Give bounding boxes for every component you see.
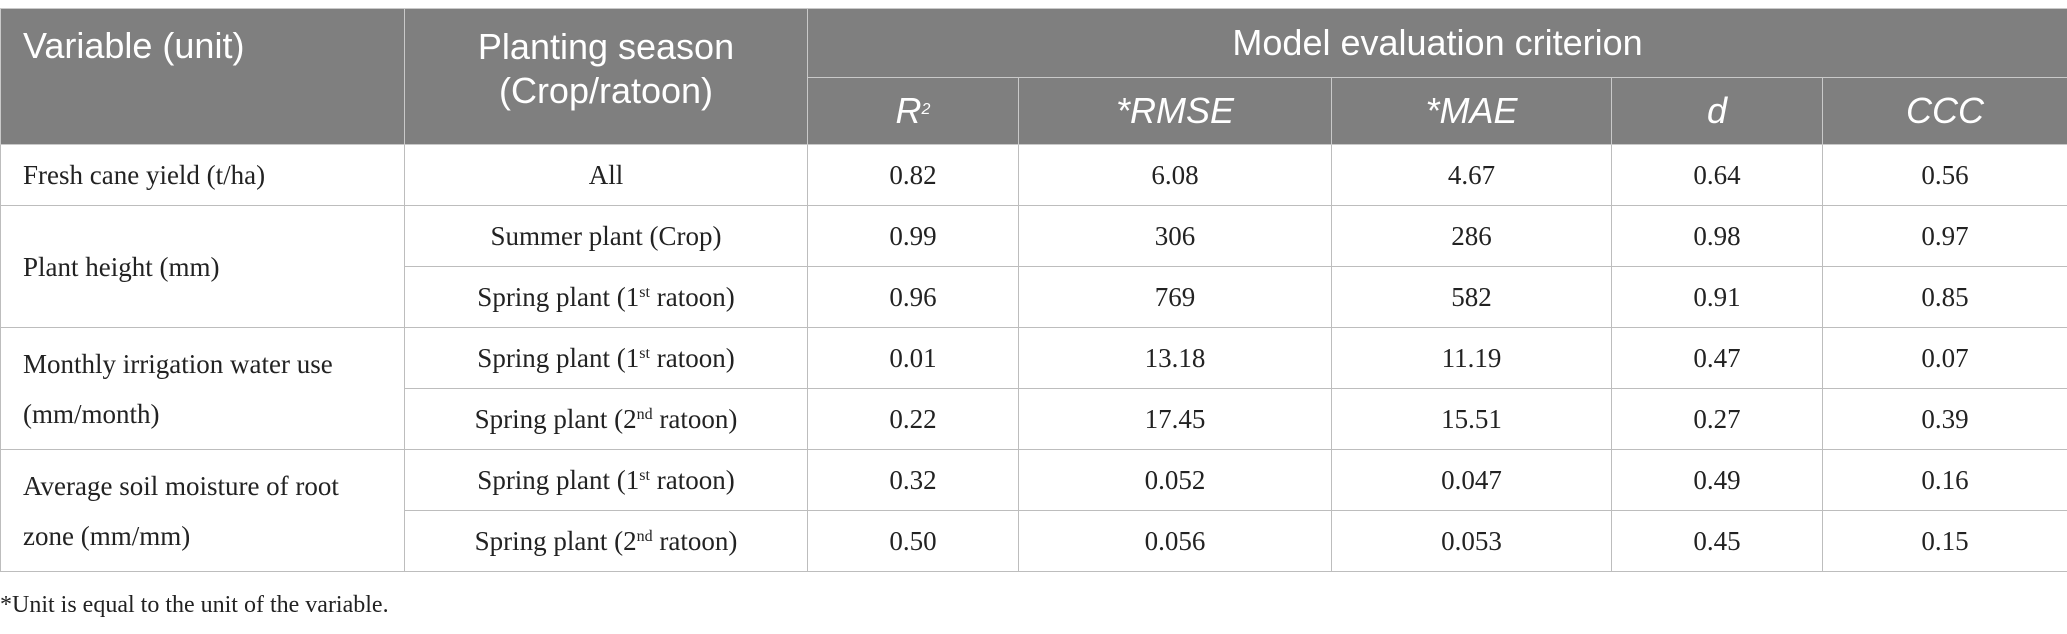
- header-d: d: [1611, 77, 1823, 145]
- rmse-cell: 0.052: [1018, 449, 1332, 511]
- r2-cell: 0.96: [807, 266, 1019, 328]
- rmse-cell: 306: [1018, 205, 1332, 267]
- header-ccc: CCC: [1821, 77, 2067, 145]
- mae-cell: 582: [1331, 266, 1612, 328]
- season-cell: Spring plant (1st ratoon): [404, 327, 808, 389]
- season-text: ratoon): [649, 281, 735, 312]
- table-row: Spring plant (1st ratoon) 0.96 769 582 0…: [1, 266, 2067, 328]
- ccc-cell: 0.97: [1821, 205, 2067, 267]
- season-text: Spring plant (1: [477, 342, 640, 373]
- header-mae: *MAE: [1331, 77, 1612, 145]
- ccc-cell: 0.07: [1821, 327, 2067, 389]
- rmse-cell: 17.45: [1018, 388, 1332, 450]
- header-rmse: *RMSE: [1018, 77, 1332, 145]
- mae-cell: 11.19: [1331, 327, 1612, 389]
- season-text: Spring plant (1: [477, 464, 640, 495]
- season-cell: Spring plant (1st ratoon): [404, 266, 808, 328]
- variable-cell: Fresh cane yield (t/ha): [0, 144, 405, 206]
- rmse-cell: 0.056: [1018, 510, 1332, 572]
- r2-cell: 0.82: [807, 144, 1019, 206]
- mae-cell: 15.51: [1331, 388, 1612, 450]
- season-text: ratoon): [652, 525, 738, 556]
- table-row: Fresh cane yield (t/ha) All 0.82 6.08 4.…: [0, 144, 2067, 206]
- season-cell: Spring plant (1st ratoon): [404, 449, 808, 511]
- variable-line2: zone (mm/mm): [23, 520, 191, 551]
- season-sup: st: [639, 466, 650, 484]
- variable-cell: Plant height (mm): [0, 205, 405, 328]
- header-season-line1: Planting season: [477, 26, 735, 67]
- model-evaluation-table: Variable (unit) Planting season (Crop/ra…: [0, 8, 2067, 572]
- ccc-cell: 0.56: [1821, 144, 2067, 206]
- variable-cell: Monthly irrigation water use (mm/month): [0, 327, 405, 450]
- ccc-cell: 0.39: [1821, 388, 2067, 450]
- ccc-cell: 0.85: [1821, 266, 2067, 328]
- variable-line1: Monthly irrigation water use: [23, 348, 333, 379]
- season-cell: Spring plant (2nd ratoon): [404, 510, 808, 572]
- variable-line1: Average soil moisture of root: [23, 470, 339, 501]
- variable-line2: (mm/month): [23, 398, 160, 429]
- r2-cell: 0.32: [807, 449, 1019, 511]
- r2-cell: 0.01: [807, 327, 1019, 389]
- d-cell: 0.91: [1611, 266, 1823, 328]
- r2-cell: 0.50: [807, 510, 1019, 572]
- header-variable: Variable (unit): [0, 8, 405, 145]
- table-row: Plant height (mm) Summer plant (Crop) 0.…: [0, 205, 2067, 328]
- d-cell: 0.45: [1611, 510, 1823, 572]
- season-cell: Spring plant (2nd ratoon): [404, 388, 808, 450]
- ccc-cell: 0.15: [1821, 510, 2067, 572]
- season-sup: st: [639, 283, 650, 301]
- season-text: ratoon): [649, 342, 735, 373]
- mae-cell: 4.67: [1331, 144, 1612, 206]
- season-sup: nd: [636, 405, 653, 423]
- season-text: ratoon): [649, 464, 735, 495]
- rmse-cell: 13.18: [1018, 327, 1332, 389]
- table-row: Monthly irrigation water use (mm/month) S…: [0, 327, 2067, 450]
- season-cell: All: [404, 144, 808, 206]
- rmse-cell: 6.08: [1018, 144, 1332, 206]
- d-cell: 0.64: [1611, 144, 1823, 206]
- variable-cell: Average soil moisture of root zone (mm/mm…: [0, 449, 405, 572]
- header-r2-base: R: [895, 90, 922, 131]
- ccc-cell: 0.16: [1821, 449, 2067, 511]
- table-footnote: *Unit is equal to the unit of the variab…: [0, 592, 389, 618]
- season-text: Spring plant (1: [477, 281, 640, 312]
- season-sup: nd: [636, 527, 653, 545]
- mae-cell: 0.047: [1331, 449, 1612, 511]
- d-cell: 0.27: [1611, 388, 1823, 450]
- d-cell: 0.49: [1611, 449, 1823, 511]
- season-text: ratoon): [652, 403, 738, 434]
- d-cell: 0.47: [1611, 327, 1823, 389]
- r2-cell: 0.99: [807, 205, 1019, 267]
- d-cell: 0.98: [1611, 205, 1823, 267]
- mae-cell: 286: [1331, 205, 1612, 267]
- header-season-line2: (Crop/ratoon): [498, 70, 714, 111]
- header-model-evaluation: Model evaluation criterion: [806, 8, 2067, 78]
- season-text: Spring plant (2: [474, 403, 637, 434]
- mae-cell: 0.053: [1331, 510, 1612, 572]
- season-cell: Summer plant (Crop): [404, 205, 808, 267]
- season-sup: st: [639, 344, 650, 362]
- header-r2: R2: [807, 77, 1019, 145]
- rmse-cell: 769: [1018, 266, 1332, 328]
- r2-cell: 0.22: [807, 388, 1019, 450]
- header-planting-season: Planting season (Crop/ratoon): [404, 8, 808, 145]
- header-r2-sup: 2: [921, 101, 931, 118]
- table-row: Average soil moisture of root zone (mm/mm…: [0, 449, 2067, 572]
- season-text: Spring plant (2: [474, 525, 637, 556]
